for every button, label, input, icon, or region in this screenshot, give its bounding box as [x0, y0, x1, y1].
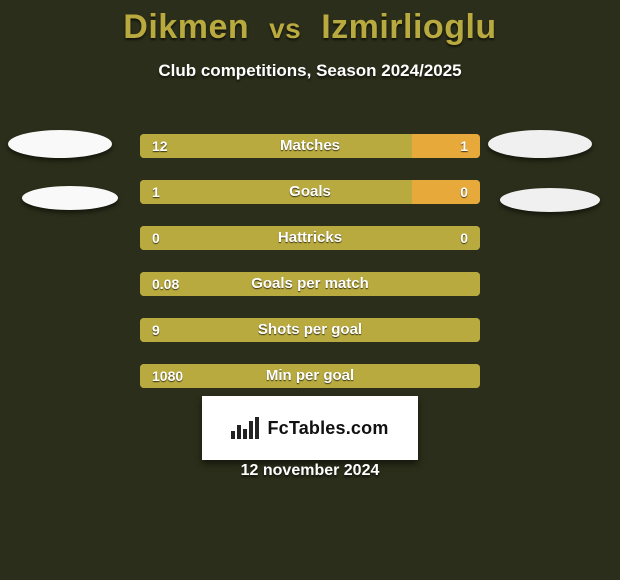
left-thumb-ellipse — [8, 130, 112, 158]
bar-chart-icon — [231, 417, 259, 439]
player2-name: Izmirlioglu — [321, 8, 497, 46]
stat-row: 00Hattricks — [140, 226, 480, 250]
stat-label: Matches — [140, 134, 480, 158]
subtitle: Club competitions, Season 2024/2025 — [0, 61, 620, 81]
stat-row: 9Shots per goal — [140, 318, 480, 342]
right-thumb-ellipse — [500, 188, 600, 212]
stat-label: Hattricks — [140, 226, 480, 250]
comparison-infographic: Dikmen vs Izmirlioglu Club competitions,… — [0, 8, 620, 580]
player1-name: Dikmen — [123, 8, 249, 46]
stat-row: 10Goals — [140, 180, 480, 204]
brand-text: FcTables.com — [267, 418, 388, 439]
stat-row: 1080Min per goal — [140, 364, 480, 388]
stat-row: 0.08Goals per match — [140, 272, 480, 296]
left-thumb-ellipse — [22, 186, 118, 210]
right-thumb-ellipse — [488, 130, 592, 158]
stat-rows: 121Matches 10Goals 00Hattricks 0.08Goals pe… — [140, 134, 480, 410]
date-label: 12 november 2024 — [0, 462, 620, 480]
vs-text: vs — [269, 13, 301, 44]
brand-badge[interactable]: FcTables.com — [202, 396, 418, 460]
page-title: Dikmen vs Izmirlioglu — [0, 8, 620, 47]
stat-label: Goals — [140, 180, 480, 204]
stat-row: 121Matches — [140, 134, 480, 158]
stat-label: Goals per match — [140, 272, 480, 296]
stat-label: Min per goal — [140, 364, 480, 388]
stat-label: Shots per goal — [140, 318, 480, 342]
